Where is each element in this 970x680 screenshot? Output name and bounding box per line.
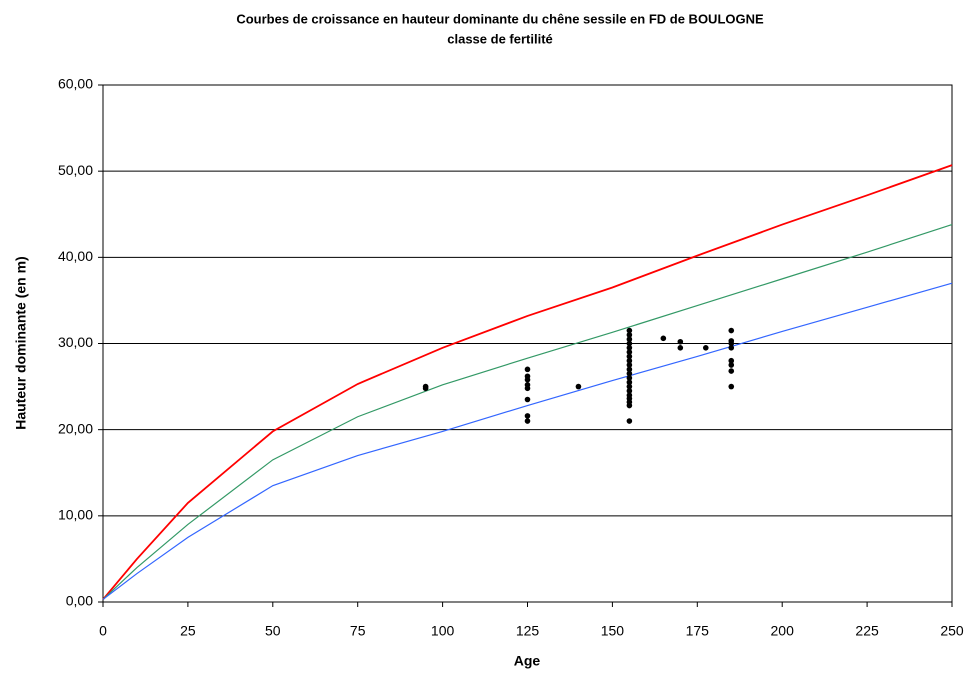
curve	[102, 282, 953, 600]
data-point	[626, 340, 633, 347]
x-tick-label: 50	[265, 623, 281, 639]
data-point	[728, 362, 735, 368]
data-point	[626, 332, 633, 338]
data-point	[728, 327, 735, 334]
y-tick-label: 10,00	[58, 507, 93, 523]
x-tick-label: 150	[601, 623, 625, 639]
data-point	[728, 357, 735, 364]
data-point	[626, 370, 633, 377]
x-tick-label: 200	[771, 623, 795, 639]
data-point	[524, 382, 531, 388]
data-point	[728, 368, 735, 374]
data-point	[524, 373, 531, 380]
data-point	[702, 345, 709, 351]
data-point	[575, 383, 582, 390]
data-point	[626, 375, 633, 381]
data-point	[626, 349, 633, 355]
data-point	[524, 366, 531, 373]
x-tick-label: 125	[516, 623, 540, 639]
x-tick-label: 0	[99, 623, 107, 639]
data-point	[728, 338, 735, 344]
data-point	[626, 366, 633, 373]
data-point	[422, 383, 429, 390]
x-tick-label: 225	[855, 623, 879, 639]
data-point	[626, 379, 633, 386]
data-point	[626, 392, 633, 399]
chart-title: Courbes de croissance en hauteur dominan…	[236, 11, 764, 26]
y-tick-label: 0,00	[66, 593, 93, 609]
x-tick-label: 75	[350, 623, 366, 639]
data-point	[626, 418, 633, 424]
y-axis-label: Hauteur dominante (en m)	[13, 256, 29, 429]
data-point	[626, 383, 633, 390]
data-point	[728, 383, 735, 390]
data-point	[626, 362, 633, 368]
x-tick-label: 250	[940, 623, 964, 639]
data-point	[626, 336, 633, 342]
curve	[102, 224, 953, 600]
data-point	[660, 335, 667, 342]
data-point	[728, 345, 735, 351]
y-tick-label: 40,00	[58, 248, 93, 264]
y-tick-label: 30,00	[58, 334, 93, 350]
data-point	[626, 388, 633, 394]
y-tick-label: 50,00	[58, 162, 93, 178]
data-point	[626, 327, 633, 334]
plot-area	[102, 84, 953, 603]
data-point	[626, 353, 633, 360]
x-tick-label: 25	[180, 623, 196, 639]
data-point	[524, 396, 531, 403]
data-point	[524, 418, 531, 424]
data-point	[524, 413, 531, 419]
x-axis-label: Age	[514, 653, 541, 669]
data-point	[677, 338, 684, 345]
y-tick-label: 60,00	[58, 76, 93, 92]
data-point	[677, 345, 684, 351]
data-point	[626, 345, 633, 351]
x-tick-label: 175	[686, 623, 710, 639]
data-point	[626, 357, 633, 364]
y-tick-label: 20,00	[58, 420, 93, 436]
x-tick-label: 100	[431, 623, 455, 639]
chart-subtitle: classe de fertilité	[447, 31, 553, 46]
curve	[102, 164, 953, 600]
